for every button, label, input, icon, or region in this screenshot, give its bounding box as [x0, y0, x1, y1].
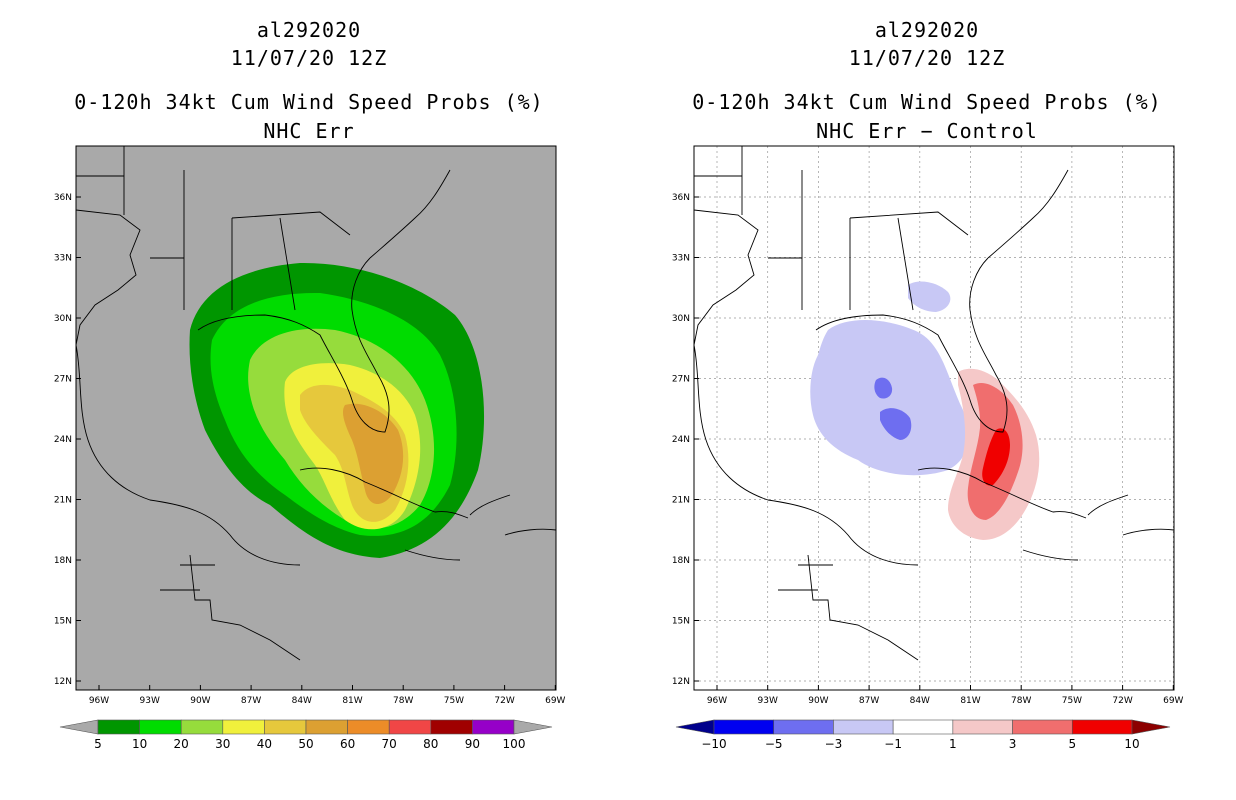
colorbar-label: 30: [215, 737, 230, 751]
lat-label: 12N: [54, 677, 72, 687]
probability-contours: [189, 262, 485, 558]
storm-id: al292020: [256, 18, 362, 42]
lat-label: 33N: [672, 254, 690, 264]
lon-label: 78W: [393, 696, 413, 706]
forecast-datetime: 11/07/20 12Z: [848, 46, 1006, 70]
coastlines: [694, 146, 1174, 661]
colorbar-label: −5: [765, 737, 783, 751]
colorbar-label: 5: [1068, 737, 1076, 751]
lat-label: 15N: [54, 617, 72, 627]
colorbar-segment: [388, 719, 432, 735]
lon-label: 90W: [808, 696, 828, 706]
panel-subtitle: NHC Err: [263, 119, 355, 143]
lon-label: 81W: [960, 696, 980, 706]
lon-label: 78W: [1011, 696, 1031, 706]
coastlines: [76, 146, 556, 661]
lat-label: 27N: [54, 375, 72, 385]
colorbar-segment: [305, 719, 348, 735]
colorbar-segment: [952, 719, 1013, 735]
lat-label: 18N: [672, 556, 690, 566]
colorbar-label: 10: [1124, 737, 1139, 751]
lon-label: 75W: [444, 696, 464, 706]
lon-label: 75W: [1062, 696, 1082, 706]
colorbar-lower-arrow: [675, 719, 715, 735]
lat-label: 30N: [672, 314, 690, 324]
colorbar-segment: [180, 719, 224, 735]
colorbar-segment: [1071, 719, 1133, 735]
colorbar-lower-arrow: [59, 719, 99, 735]
colorbar-segment: [892, 719, 954, 735]
lat-label: 30N: [54, 314, 72, 324]
colorbar-segment: [833, 719, 894, 735]
lon-label: 93W: [140, 696, 160, 706]
colorbar-segment: [139, 719, 182, 735]
lat-label: 33N: [54, 254, 72, 264]
colorbar-label: 100: [503, 737, 526, 751]
difference-map: 96W 93W 90W 87W 84W 81W 78W 75W 72W 69W 36N 33N 30N 2…: [672, 145, 1184, 751]
colorbar-segment: [430, 719, 473, 735]
lon-label: 69W: [1163, 696, 1183, 706]
lon-label: 96W: [707, 696, 727, 706]
colorbar: −10 −5 −3 −1 1 3 5 10: [675, 719, 1171, 751]
lat-label: 21N: [54, 496, 72, 506]
lon-label: 72W: [1112, 696, 1132, 706]
colorbar-upper-arrow: [513, 719, 553, 735]
colorbar-segment: [773, 719, 834, 735]
lat-label: 15N: [672, 617, 690, 627]
colorbar-label: 3: [1009, 737, 1017, 751]
lon-label: 90W: [190, 696, 210, 706]
forecast-datetime: 11/07/20 12Z: [230, 46, 388, 70]
lat-label: 12N: [672, 677, 690, 687]
lon-label: 84W: [292, 696, 312, 706]
colorbar-segment: [222, 719, 265, 735]
lon-label: 72W: [494, 696, 514, 706]
lon-label: 87W: [859, 696, 879, 706]
probability-map: 96W 93W 90W 87W 84W 81W 78W 75W 72W 69W 36N 33N 30N 2…: [54, 145, 566, 751]
colorbar-segment: [713, 719, 775, 735]
colorbar-label: 1: [949, 737, 957, 751]
colorbar-label: 80: [423, 737, 438, 751]
left-map-panel: al292020 11/07/20 12Z 0-120h 34kt Cum Wi…: [54, 18, 566, 751]
lat-label: 21N: [672, 496, 690, 506]
colorbar-label: 5: [94, 737, 102, 751]
colorbar-label: 70: [382, 737, 397, 751]
colorbar-label: 10: [132, 737, 147, 751]
colorbar-label: 60: [340, 737, 355, 751]
difference-contours: [810, 281, 1040, 540]
colorbar: 5 10 20 30 40 50 60 70 80 90 100: [59, 719, 553, 751]
panel-subtitle: NHC Err − Control: [816, 119, 1038, 143]
colorbar-segment: [1012, 719, 1073, 735]
storm-id: al292020: [874, 18, 980, 42]
lon-label: 81W: [342, 696, 362, 706]
colorbar-label: 20: [174, 737, 189, 751]
lat-label: 24N: [672, 435, 690, 445]
colorbar-label: −10: [701, 737, 726, 751]
lat-label: 18N: [54, 556, 72, 566]
lat-label: 36N: [54, 193, 72, 203]
colorbar-label: −1: [884, 737, 902, 751]
lon-label: 87W: [241, 696, 261, 706]
colorbar-segment: [472, 719, 515, 735]
colorbar-label: 90: [465, 737, 480, 751]
lat-label: 36N: [672, 193, 690, 203]
colorbar-segment: [264, 719, 307, 735]
lon-label: 69W: [545, 696, 565, 706]
colorbar-segment: [347, 719, 390, 735]
lon-label: 96W: [89, 696, 109, 706]
colorbar-label: 40: [257, 737, 272, 751]
colorbar-upper-arrow: [1131, 719, 1171, 735]
product-title: 0-120h 34kt Cum Wind Speed Probs (%): [692, 90, 1162, 114]
lat-label: 24N: [54, 435, 72, 445]
right-map-panel: al292020 11/07/20 12Z 0-120h 34kt Cum Wi…: [618, 0, 1236, 800]
lon-label: 93W: [758, 696, 778, 706]
colorbar-label: 50: [298, 737, 313, 751]
product-title: 0-120h 34kt Cum Wind Speed Probs (%): [74, 90, 544, 114]
lat-label: 27N: [672, 375, 690, 385]
colorbar-segment: [97, 719, 140, 735]
colorbar-label: −3: [825, 737, 843, 751]
lon-label: 84W: [910, 696, 930, 706]
